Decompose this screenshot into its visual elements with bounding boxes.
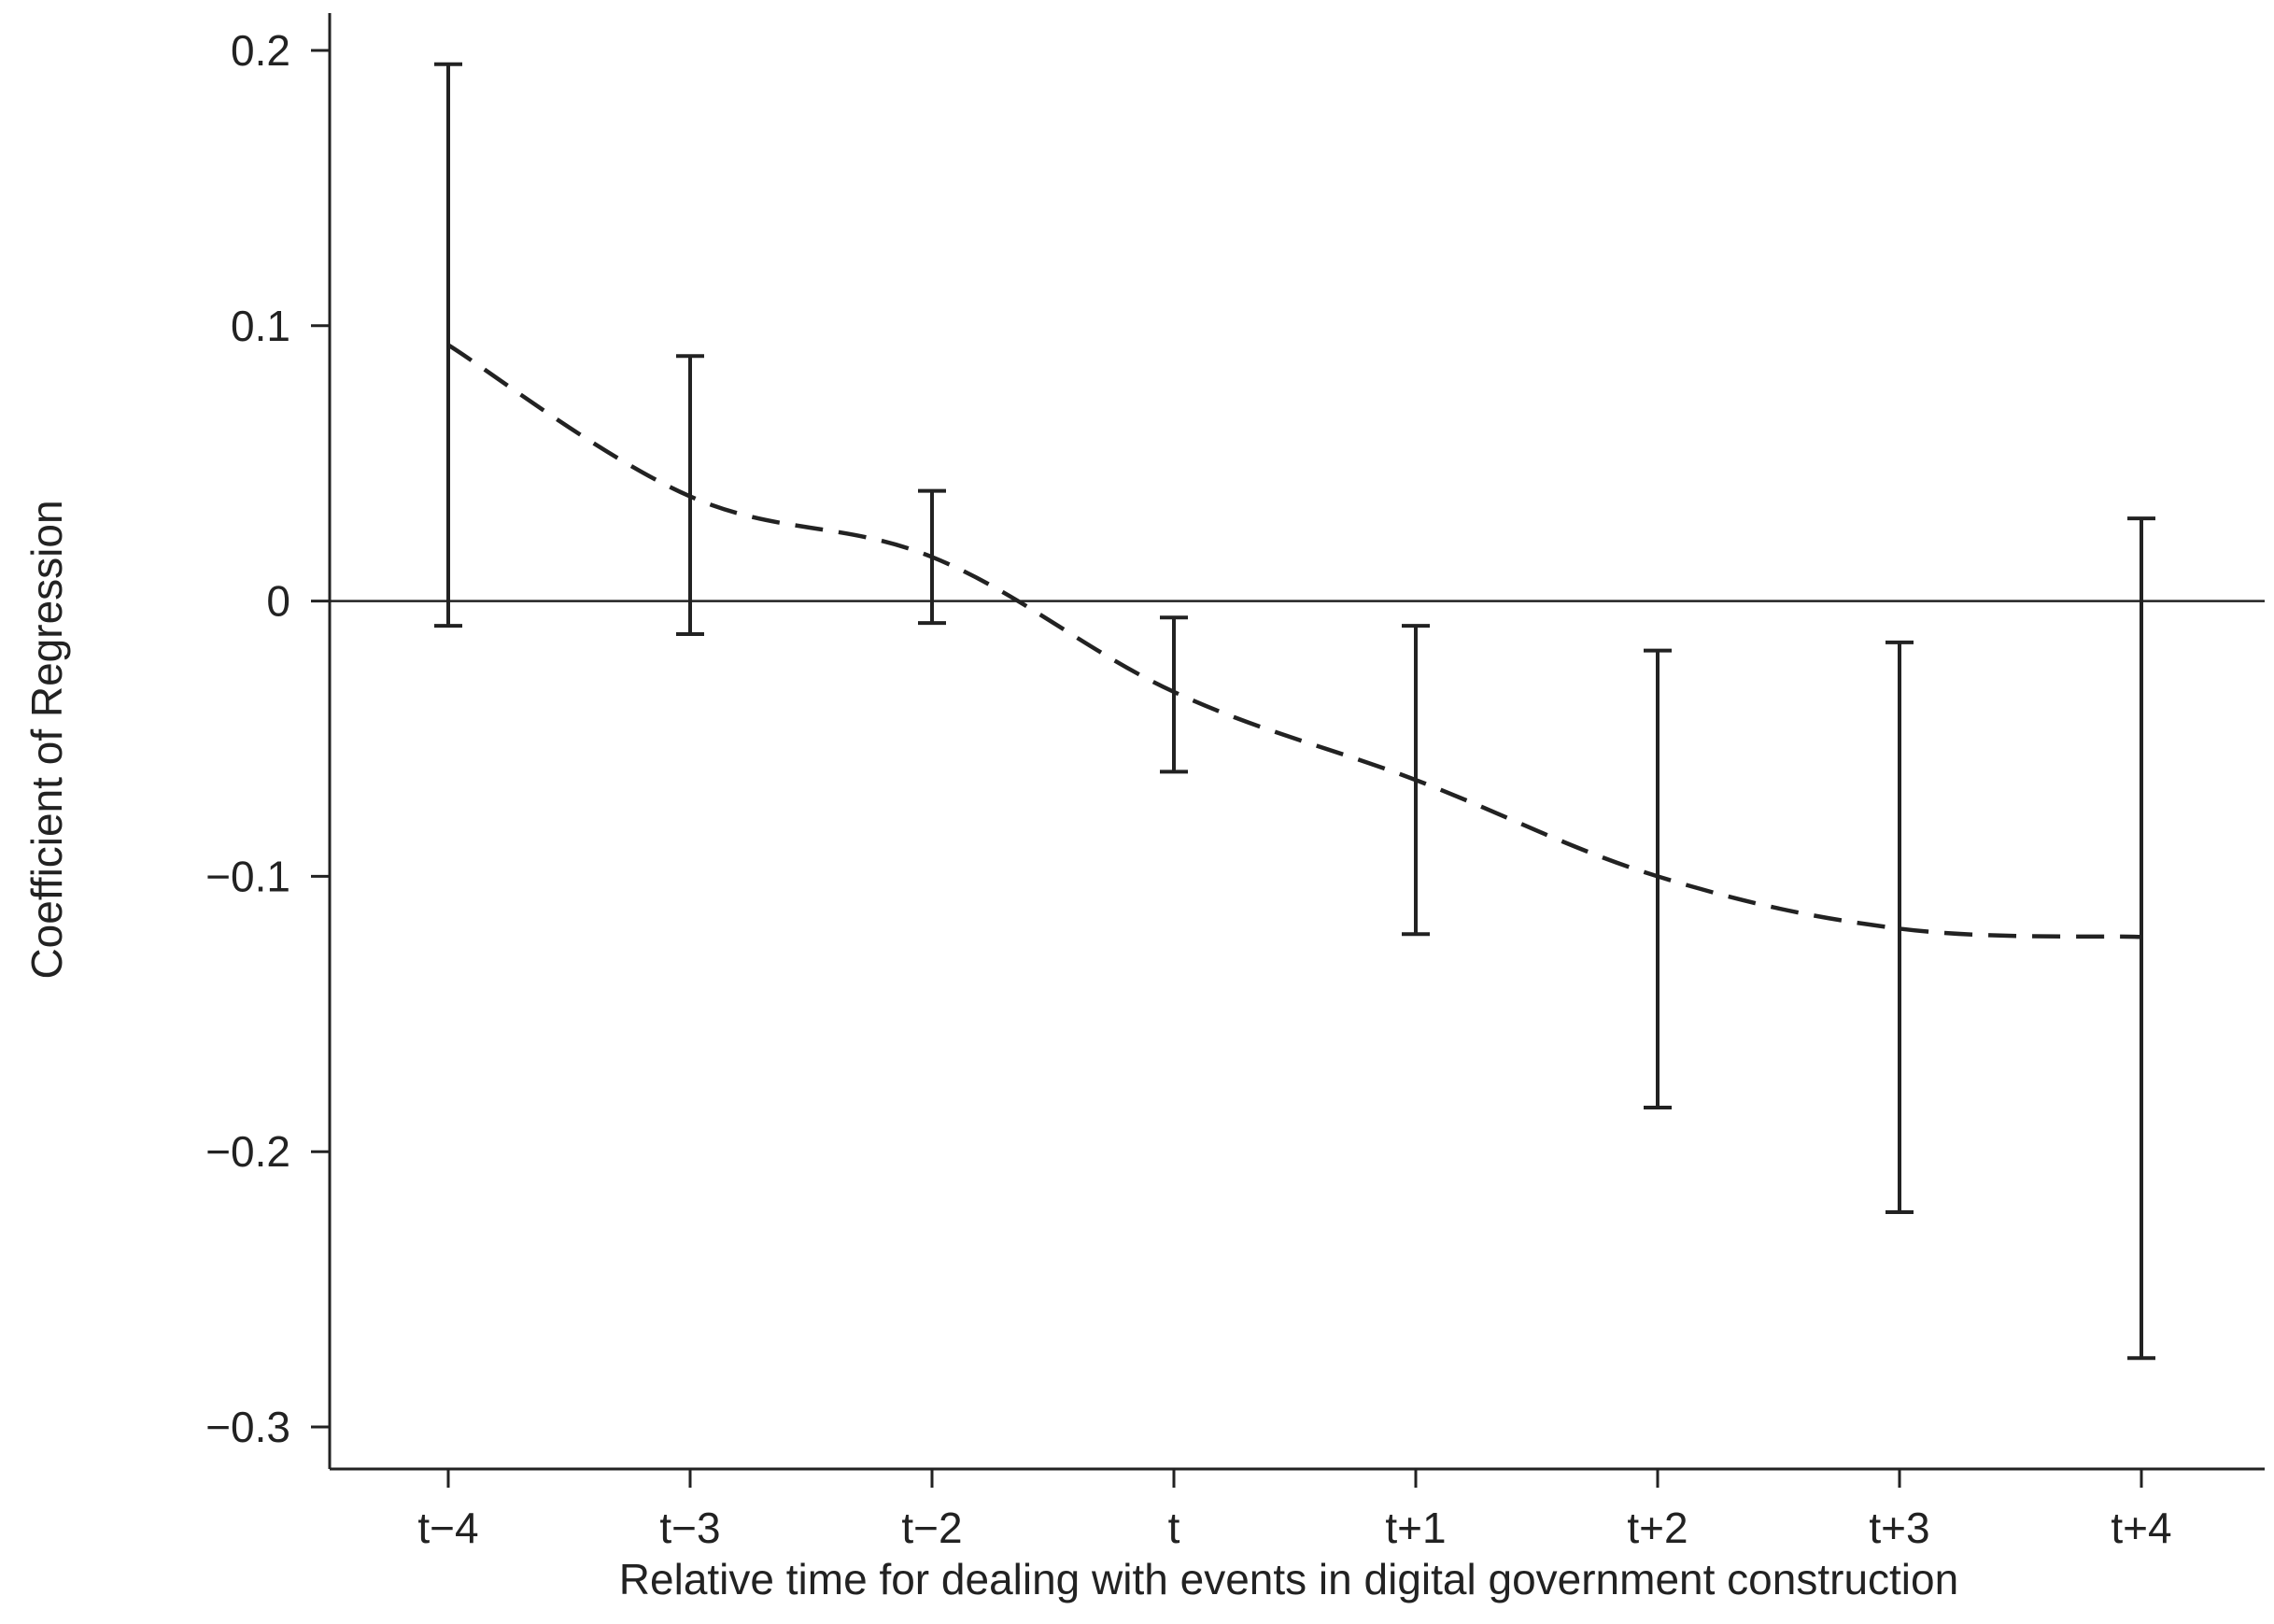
- y-tick-label: 0: [266, 577, 290, 626]
- x-tick-label: t+2: [1627, 1504, 1688, 1552]
- coefficient-dashed-line: [446, 343, 2142, 939]
- y-axis-ticks: 0.2 0.1 0 −0.1 −0.2 −0.3: [205, 26, 330, 1451]
- y-tick-label: −0.2: [205, 1127, 290, 1176]
- y-tick-label: 0.1: [231, 302, 290, 350]
- x-tick-label: t+3: [1869, 1504, 1929, 1552]
- x-axis-title: Relative time for dealing with events in…: [619, 1555, 1958, 1603]
- x-tick-label: t+4: [2111, 1504, 2171, 1552]
- x-tick-label: t: [1168, 1504, 1180, 1552]
- x-tick-label: t−3: [659, 1504, 720, 1552]
- x-axis-ticks: t−4 t−3 t−2 t t+1 t+2 t+3 t+4: [417, 1469, 2172, 1552]
- y-tick-label: −0.3: [205, 1403, 290, 1451]
- x-tick-label: t+1: [1385, 1504, 1446, 1552]
- error-bars: [434, 62, 2155, 1361]
- x-tick-label: t−4: [417, 1504, 478, 1552]
- y-axis-title: Coefficient of Regression: [22, 500, 71, 979]
- x-tick-label: t−2: [901, 1504, 962, 1552]
- y-tick-label: 0.2: [231, 26, 290, 75]
- error-bar: [1886, 640, 1914, 1215]
- y-tick-label: −0.1: [205, 852, 290, 900]
- error-bar: [1160, 615, 1188, 774]
- error-bar: [2127, 516, 2155, 1361]
- error-bar: [1644, 648, 1672, 1110]
